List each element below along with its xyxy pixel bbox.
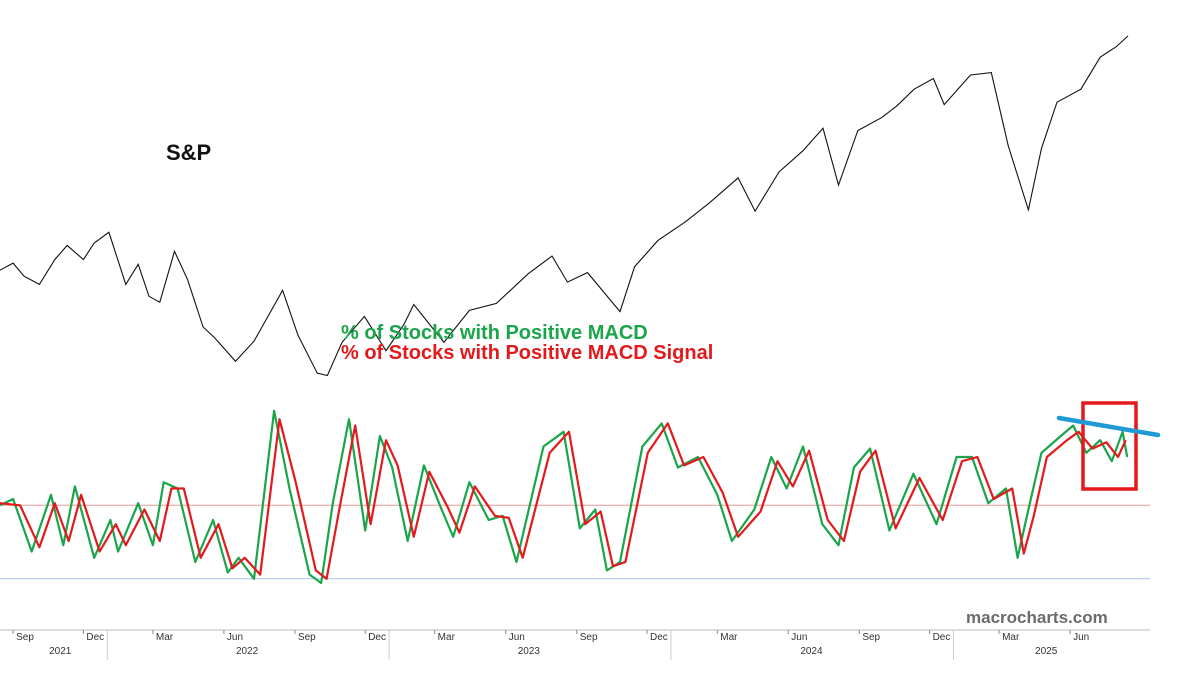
month-tick-label: Jun — [227, 632, 243, 643]
month-tick-label: Jun — [791, 632, 807, 643]
month-tick-label: Jun — [509, 632, 525, 643]
macd-reference-lines — [0, 504, 1150, 580]
month-tick-label: Mar — [438, 632, 456, 643]
month-tick-label: Mar — [720, 632, 738, 643]
annotations — [1056, 401, 1161, 491]
year-label: 2022 — [236, 646, 259, 657]
macd-red-line — [0, 418, 1127, 580]
month-tick-label: Mar — [156, 632, 174, 643]
month-tick-label: Dec — [933, 632, 951, 643]
watermark: macrocharts.com — [966, 608, 1108, 627]
month-tick-label: Sep — [298, 632, 316, 643]
sp-line — [0, 35, 1129, 377]
macd-green-legend: % of Stocks with Positive MACD — [341, 322, 648, 344]
sp-series-label: S&P — [166, 140, 211, 165]
year-label: 2021 — [49, 646, 72, 657]
macd-red-legend: % of Stocks with Positive MACD Signal — [341, 342, 713, 364]
macd-breadth-panel — [0, 409, 1129, 585]
month-tick-label: Mar — [1002, 632, 1020, 643]
month-tick-label: Sep — [862, 632, 880, 643]
month-tick-label: Dec — [86, 632, 104, 643]
year-label: 2025 — [1035, 646, 1058, 657]
x-axis: Sep Dec Mar Jun Sep Dec Mar Jun Sep Dec Mar Jun Sep D… — [0, 629, 1150, 660]
month-tick-label: Jun — [1073, 632, 1089, 643]
month-tick-label: Sep — [580, 632, 598, 643]
month-tick-label: Sep — [16, 632, 34, 643]
year-label: 2023 — [518, 646, 541, 657]
month-tick-label: Dec — [650, 632, 668, 643]
year-label: 2024 — [800, 646, 823, 657]
trendline — [1056, 415, 1161, 438]
highlight-box — [1081, 401, 1138, 491]
sp-price-panel — [0, 35, 1129, 377]
month-tick-label: Dec — [368, 632, 386, 643]
